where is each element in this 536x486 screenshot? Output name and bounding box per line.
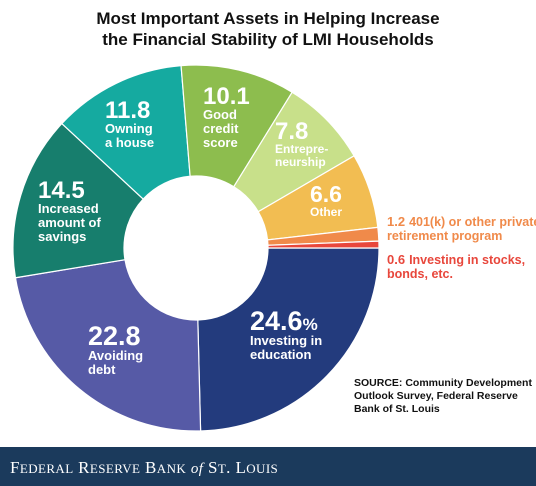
- slice-4: [60, 64, 191, 200]
- slice-label-first-line: 0.6 Investing in stocks,: [387, 252, 525, 267]
- slice-category-line: 401(k) or other private: [409, 215, 536, 229]
- slice-value: 10.1: [203, 83, 250, 110]
- slice-value-number: 14.5: [38, 177, 85, 204]
- slice-category-line: Other: [310, 205, 342, 219]
- slice-label-9: 0.6 Investing in stocks,bonds, etc.: [387, 252, 525, 281]
- slice-value-number: 24.6: [250, 306, 303, 336]
- slice-category-line: Entrepre-: [275, 142, 328, 156]
- slice-category-line: Investing in stocks,: [409, 253, 525, 267]
- chart-title: Most Important Assets in Helping Increas…: [0, 8, 536, 50]
- chart-title-line-2: the Financial Stability of LMI Household…: [102, 30, 434, 49]
- slice-value: 0.6: [387, 252, 405, 267]
- slice-value: 1.2: [387, 214, 405, 229]
- source-line-3: Bank of St. Louis: [354, 403, 440, 415]
- slice-category-line: Avoiding: [88, 348, 143, 363]
- slice-category-line: retirement program: [387, 229, 502, 243]
- slice-category-line: Investing in: [250, 333, 322, 348]
- slice-label-first-line: 1.2 401(k) or other private: [387, 214, 536, 229]
- slice-value: 6.6: [310, 181, 342, 207]
- slice-value-number: 7.8: [275, 118, 308, 145]
- slice-value-number: 11.8: [105, 97, 150, 124]
- slice-category-line: amount of: [38, 215, 101, 230]
- slice-value: 11.8: [105, 97, 150, 124]
- slice-9: [267, 240, 380, 249]
- slice-value-number: 10.1: [203, 83, 250, 110]
- slice-value: 7.8: [275, 118, 308, 145]
- slice-value: 24.6%: [250, 306, 318, 336]
- slice-category-line: Owning: [105, 121, 153, 136]
- slice-value-suffix: %: [303, 315, 318, 334]
- slice-1: [197, 247, 380, 432]
- slice-category-line: score: [203, 135, 238, 150]
- slices-layer: [12, 64, 380, 432]
- slice-value-number: 6.6: [310, 181, 342, 207]
- slice-category-line: savings: [38, 229, 86, 244]
- slice-value: 14.5: [38, 177, 85, 204]
- chart-title-line-1: Most Important Assets in Helping Increas…: [96, 9, 440, 28]
- slice-category-line: debt: [88, 362, 116, 377]
- slice-value: 22.8: [88, 321, 141, 351]
- source-note: SOURCE: Community Development Outlook Su…: [354, 377, 534, 416]
- slice-value-number: 22.8: [88, 321, 141, 351]
- footer-bar: FEDERAL RESERVE BANK of ST. LOUIS: [0, 447, 536, 486]
- slice-category-line: Good: [203, 107, 237, 122]
- slice-category-line: neurship: [275, 155, 326, 169]
- source-line-2: Outlook Survey, Federal Reserve: [354, 390, 518, 402]
- slice-2: [14, 259, 202, 432]
- slice-3: [12, 122, 145, 279]
- footer-brand-logo: FEDERAL RESERVE BANK of ST. LOUIS: [10, 458, 279, 477]
- slice-category-line: Increased: [38, 201, 99, 216]
- slice-category-line: education: [250, 347, 311, 362]
- slice-category-line: a house: [105, 135, 154, 150]
- slice-category-line: credit: [203, 121, 239, 136]
- source-line-1: SOURCE: Community Development: [354, 377, 532, 389]
- slice-category-line: bonds, etc.: [387, 267, 453, 281]
